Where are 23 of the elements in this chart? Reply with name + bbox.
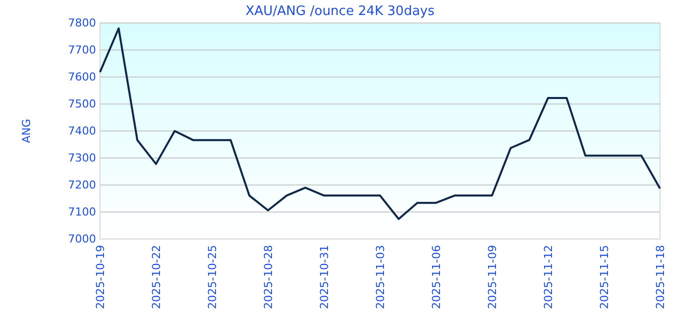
y-tick-label: 7500 bbox=[68, 98, 96, 111]
y-tick-label: 7200 bbox=[68, 178, 96, 192]
x-tick-label: 2025-11-18 bbox=[654, 245, 667, 309]
chart-title: XAU/ANG /ounce 24K 30days bbox=[245, 4, 435, 19]
x-tick-label: 2025-10-19 bbox=[94, 245, 107, 309]
y-tick-label: 7300 bbox=[68, 152, 96, 165]
y-axis-title: ANG bbox=[20, 118, 33, 144]
x-tick-label: 2025-11-15 bbox=[598, 245, 611, 309]
x-tick-label: 2025-10-28 bbox=[262, 245, 275, 309]
y-tick-label: 7600 bbox=[68, 70, 96, 84]
x-tick-label: 2025-11-06 bbox=[430, 245, 443, 309]
y-tick-label: 7700 bbox=[68, 44, 96, 57]
x-tick-label: 2025-10-31 bbox=[318, 245, 331, 309]
y-tick-label: 7000 bbox=[68, 232, 96, 246]
y-tick-label: 7800 bbox=[68, 16, 96, 30]
x-tick-label: 2025-10-25 bbox=[206, 245, 219, 309]
x-tick-label: 2025-11-03 bbox=[374, 245, 387, 309]
x-tick-label: 2025-11-12 bbox=[542, 245, 555, 309]
y-tick-label: 7400 bbox=[68, 124, 96, 138]
y-tick-label: 7100 bbox=[68, 206, 96, 219]
line-series bbox=[99, 27, 661, 220]
x-tick-label: 2025-10-22 bbox=[150, 245, 163, 309]
x-tick-label: 2025-11-09 bbox=[486, 245, 499, 309]
